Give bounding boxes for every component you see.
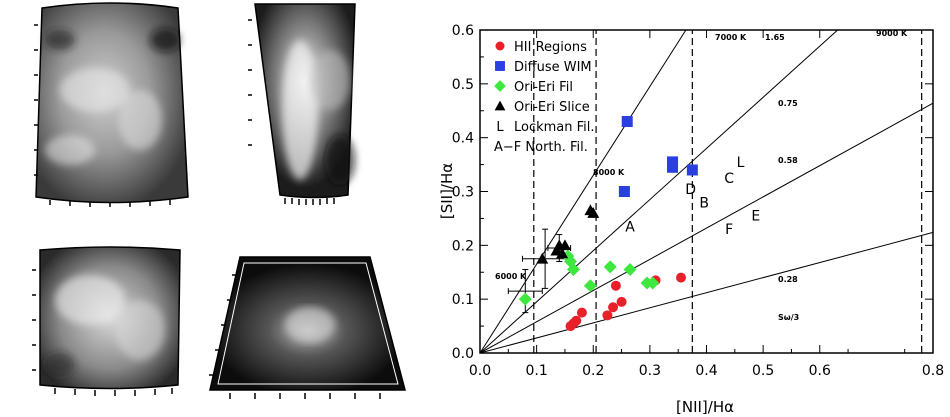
point-diamond-2-5 bbox=[603, 260, 617, 274]
legend-label: A−F North. Fil. bbox=[494, 140, 588, 155]
point-circle-0-5 bbox=[608, 302, 619, 313]
temperature-label: 8000 K bbox=[593, 168, 625, 177]
legend-marker-1 bbox=[495, 61, 505, 71]
point-circle-0-8 bbox=[676, 272, 687, 283]
y-tick-label: 0.0 bbox=[452, 346, 474, 362]
temperature-label: 6000 K bbox=[495, 272, 527, 281]
x-tick-label: 0.2 bbox=[582, 363, 604, 379]
ratio-line-1 bbox=[479, 29, 838, 354]
panel-bottom-right bbox=[209, 256, 406, 399]
panel-top-left-ticks bbox=[34, 24, 171, 207]
point-diamond-2-0 bbox=[518, 292, 532, 306]
panel-bottom-right-ticks bbox=[209, 274, 381, 399]
y-tick-label: 0.3 bbox=[452, 185, 474, 201]
x-axis-title: [NII]/Hα bbox=[676, 398, 734, 416]
y-tick-label: 0.5 bbox=[452, 77, 474, 93]
panel-bottom-left-ticks bbox=[32, 269, 173, 396]
ratio-line-2 bbox=[479, 102, 934, 354]
x-tick-label: 0.8 bbox=[922, 363, 944, 379]
point-letters-5-2: E bbox=[751, 209, 760, 225]
temperature-label: 9000 K bbox=[876, 29, 908, 38]
legend-label: HII Regions bbox=[514, 40, 587, 55]
x-tick-label: 0.5 bbox=[752, 363, 774, 379]
error-bars bbox=[507, 228, 572, 314]
point-triangle-3-4 bbox=[558, 239, 571, 251]
point-letters-5-1: F bbox=[725, 222, 733, 238]
legend-marker-L: L bbox=[496, 120, 504, 135]
point-diamond-2-6 bbox=[623, 263, 637, 277]
point-circle-0-9 bbox=[610, 280, 621, 291]
ratio-label: 1.65 bbox=[765, 33, 785, 42]
point-square-1-4 bbox=[686, 164, 698, 176]
ratio-label: 0.28 bbox=[778, 275, 798, 284]
point-diamond-2-3 bbox=[566, 263, 580, 277]
ratio-lines bbox=[479, 29, 934, 354]
point-circle-0-2 bbox=[571, 315, 582, 326]
y-tick-label: 0.4 bbox=[452, 131, 474, 147]
point-letters-5-0: A bbox=[625, 219, 635, 235]
legend-marker-2 bbox=[494, 80, 506, 92]
temperature-lines bbox=[533, 30, 923, 353]
panel-bottom-left bbox=[32, 246, 181, 396]
ratio-label: 0.75 bbox=[778, 99, 798, 108]
legend-marker-3 bbox=[494, 100, 506, 111]
panel-top-right bbox=[248, 3, 356, 205]
point-triangle-3-6 bbox=[587, 207, 600, 218]
point-square-1-3 bbox=[667, 161, 679, 173]
x-tick-label: 0.1 bbox=[525, 363, 547, 379]
temperature-label: 7000 K bbox=[715, 33, 747, 42]
ratio-chart: 0.0 0.1 0.2 0.3 0.4 0.5 0.6 0.8 0.0 0.1 0.2 0.3 0.4 0… bbox=[438, 23, 944, 416]
point-L-4-0: L bbox=[737, 155, 745, 171]
point-diamond-2-8 bbox=[646, 276, 660, 290]
point-circle-0-4 bbox=[602, 310, 613, 321]
point-triangle-3-0 bbox=[536, 252, 549, 264]
y-tick-label: 0.6 bbox=[452, 23, 474, 39]
ratio-line-0 bbox=[479, 29, 687, 354]
annotations: 1.65 0.75 0.58 0.28 Sω/3 6000 K 8000 K 7000 K 90… bbox=[495, 29, 908, 322]
point-letters-5-3: B bbox=[699, 195, 709, 211]
legend-marker-0 bbox=[495, 41, 505, 51]
point-square-1-0 bbox=[621, 116, 633, 128]
x-tick-label: 0.3 bbox=[639, 363, 661, 379]
panel-top-left bbox=[34, 2, 189, 207]
plot-frame bbox=[479, 29, 934, 354]
x-tick-label: 0.6 bbox=[809, 363, 831, 379]
ratio-label: Sω/3 bbox=[778, 313, 799, 322]
point-circle-0-6 bbox=[616, 296, 627, 307]
y-tick-label: 0.2 bbox=[452, 238, 474, 254]
y-tick-label: 0.1 bbox=[452, 292, 474, 308]
ratio-line-3 bbox=[479, 231, 934, 354]
point-letters-5-4: D bbox=[685, 182, 696, 198]
x-tick-label: 0.0 bbox=[469, 363, 491, 379]
legend-label: Ori-Eri Fil bbox=[514, 80, 573, 95]
point-square-1-1 bbox=[618, 186, 630, 197]
legend-label: Lockman Fil. bbox=[514, 120, 595, 135]
panel-top-right-ticks bbox=[248, 19, 335, 205]
legend-label: Ori-Eri Slice bbox=[514, 100, 590, 115]
y-axis-title: [SII]/Hα bbox=[438, 163, 456, 219]
legend-label: Diffuse WIM bbox=[514, 60, 592, 75]
legend: HII Regions Diffuse WIM Ori-Eri Fil Ori-Eri… bbox=[494, 40, 595, 155]
point-circle-0-3 bbox=[576, 307, 587, 318]
point-letters-5-5: C bbox=[724, 171, 734, 187]
point-triangle-3-3 bbox=[556, 247, 569, 259]
data-points: L A F E BD C bbox=[518, 116, 760, 332]
point-diamond-2-4 bbox=[583, 279, 597, 293]
x-tick-label: 0.4 bbox=[695, 363, 717, 379]
axis-ticks: 0.0 0.1 0.2 0.3 0.4 0.5 0.6 0.8 0.0 0.1 0.2 0.3 0.4 0… bbox=[452, 23, 944, 379]
ratio-label: 0.58 bbox=[778, 156, 798, 165]
